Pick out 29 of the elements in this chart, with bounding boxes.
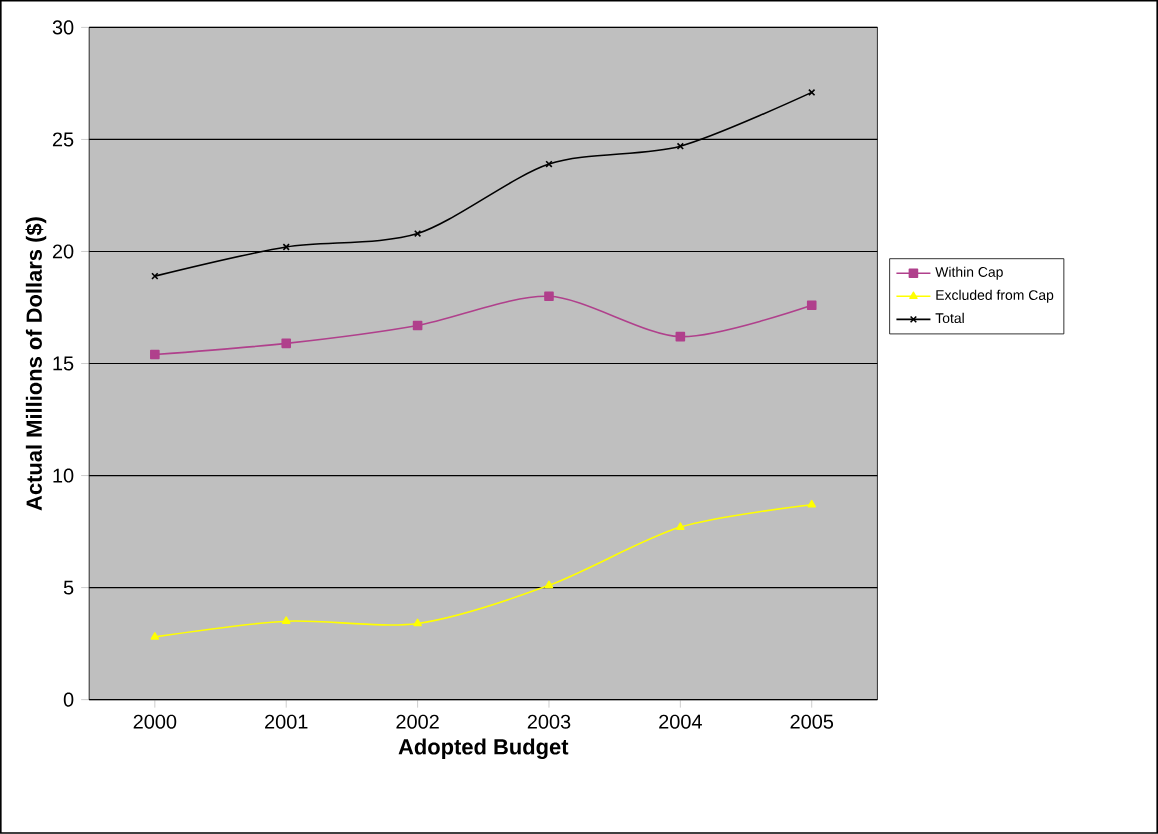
x-tick-label: 2005 [790, 714, 834, 729]
point [675, 331, 686, 342]
point [545, 160, 553, 168]
point [150, 632, 160, 640]
x-tick-label: 2002 [396, 714, 439, 729]
y-axis-title: Actual Millions of Dollars ($) [25, 217, 47, 511]
point [150, 349, 160, 360]
point [544, 291, 554, 302]
x-axis-title: Adopted Budget [398, 738, 569, 760]
y-tick-label: 25 [52, 132, 74, 147]
point [413, 229, 422, 238]
point [806, 300, 817, 311]
point [676, 522, 685, 530]
point [281, 338, 292, 349]
y-tick-label: 10 [53, 468, 74, 483]
y-tick-label: 5 [63, 580, 74, 595]
point [413, 618, 422, 627]
point [281, 616, 291, 625]
y-tick-label: 30 [52, 20, 74, 35]
x-tick-label: 2004 [659, 714, 702, 729]
x-tick-label: 2003 [527, 714, 571, 729]
point [544, 580, 554, 589]
y-tick-label: 15 [53, 356, 74, 371]
x-tick-label: 2000 [133, 714, 177, 729]
y-tick-label: 0 [63, 692, 74, 707]
x-tick-label: 2001 [265, 714, 308, 729]
point [807, 499, 816, 508]
point [412, 320, 423, 331]
y-tick-label: 20 [52, 244, 74, 259]
